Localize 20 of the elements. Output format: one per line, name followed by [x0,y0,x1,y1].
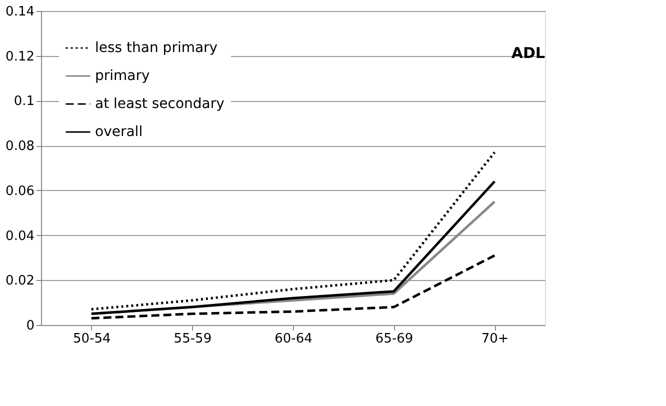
legend-label: less than primary [95,40,218,56]
y-tick-label: 0 [26,318,34,334]
legend-label: primary [95,68,150,84]
x-tick-label: 55-59 [174,332,212,346]
y-tick-label: 0.14 [6,4,34,20]
y-tick-label: 0.1 [14,94,34,110]
y-tick-label: 0.06 [6,184,34,199]
y-tick-label: 0.04 [6,228,34,244]
x-tick-label: 50-54 [73,332,111,346]
y-tick-label: 0.02 [6,274,34,289]
y-tick-label: 0.12 [6,49,34,64]
x-tick-label: 60-64 [274,332,312,346]
y-tick-label: 0.08 [6,139,34,154]
x-tick-label: 70+ [481,332,509,346]
legend-label: overall [95,124,143,140]
legend-label: at least secondary [95,96,224,112]
line-series [90,151,496,311]
x-tick-label: 65-69 [375,332,414,346]
text: ADL [511,44,546,62]
line-series [90,254,496,320]
